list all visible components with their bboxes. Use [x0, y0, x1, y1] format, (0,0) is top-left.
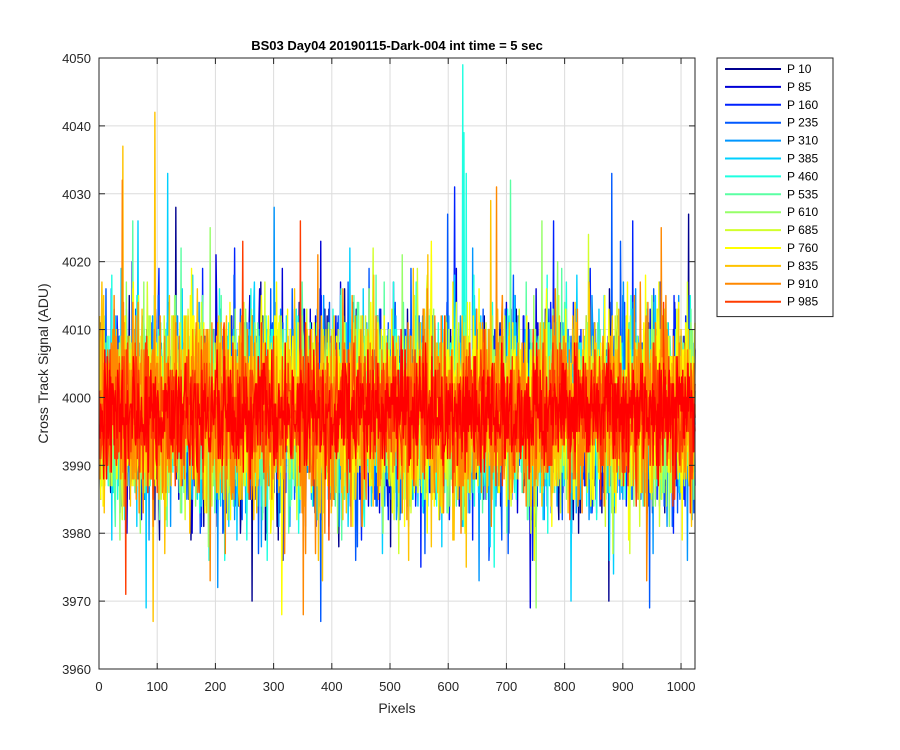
axis-ticks: 0 100 200 300 400 500 600 700 800 900 1000 3960 3970…: [62, 51, 695, 694]
y-tick-label: 4020: [62, 255, 91, 270]
y-tick-label: 4000: [62, 390, 91, 405]
x-tick-label: 500: [379, 679, 401, 694]
x-tick-label: 900: [612, 679, 634, 694]
legend-label-p985: P 985: [787, 295, 818, 309]
chart-title: BS03 Day04 20190115-Dark-004 int time = …: [251, 38, 543, 53]
y-tick-label: 3980: [62, 526, 91, 541]
legend: P 10 P 85 P 160 P 235 P 310 P 385 P 460 P 535 P …: [716, 57, 834, 318]
x-tick-label: 400: [321, 679, 343, 694]
legend-label-p235: P 235: [787, 116, 818, 130]
x-tick-label: 200: [205, 679, 227, 694]
legend-label-p535: P 535: [787, 187, 818, 201]
y-tick-label: 4040: [62, 119, 91, 134]
legend-label-p460: P 460: [787, 169, 818, 183]
legend-label-p610: P 610: [787, 205, 818, 219]
series-line-p985: [98, 220, 696, 596]
x-tick-label: 600: [437, 679, 459, 694]
x-tick-label: 0: [95, 679, 102, 694]
legend-label-p310: P 310: [787, 134, 818, 148]
legend-box: [716, 57, 834, 318]
y-tick-label: 4010: [62, 323, 91, 338]
legend-label-p910: P 910: [787, 277, 818, 291]
plot-series: [98, 64, 696, 623]
x-axis-label: Pixels: [378, 700, 415, 716]
legend-label-p160: P 160: [787, 98, 818, 112]
x-tick-label: 700: [496, 679, 518, 694]
y-tick-label: 4030: [62, 187, 91, 202]
x-tick-label: 100: [146, 679, 168, 694]
series-line-base: [98, 328, 696, 487]
legend-label-p760: P 760: [787, 241, 818, 255]
y-axis-label: Cross Track Signal (ADU): [35, 283, 51, 443]
legend-label-p10: P 10: [787, 62, 812, 76]
y-tick-label: 3990: [62, 458, 91, 473]
x-tick-label: 800: [554, 679, 576, 694]
legend-label-p835: P 835: [787, 259, 818, 273]
y-tick-label: 4050: [62, 51, 91, 66]
y-tick-label: 3970: [62, 594, 91, 609]
legend-label-p85: P 85: [787, 80, 812, 94]
x-tick-label: 300: [263, 679, 285, 694]
axes-box: [98, 57, 696, 670]
legend-label-p385: P 385: [787, 152, 818, 166]
legend-label-p685: P 685: [787, 223, 818, 237]
y-tick-label: 3960: [62, 662, 91, 677]
x-tick-label: 1000: [667, 679, 696, 694]
